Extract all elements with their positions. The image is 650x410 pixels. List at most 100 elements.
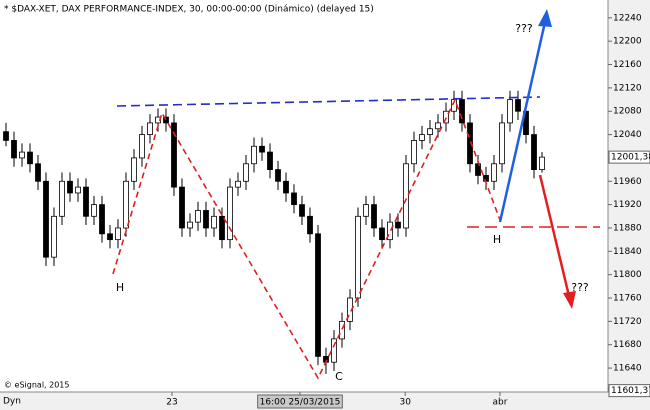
y-tick-label: 11960 [613,177,642,187]
annotation-drawings [112,9,600,380]
resistance-line [116,96,541,107]
candle-body [107,233,113,241]
x-tick-label: 30 [399,398,411,408]
candle-body [27,151,33,165]
candle-body [19,151,25,159]
candle-body [443,110,449,124]
candle-body [203,210,209,229]
candle-body [499,122,505,165]
candle-body [395,221,401,229]
y-tick-label: 11760 [613,294,642,304]
up-arrow [498,21,547,223]
candle-body [187,221,193,229]
candle-body [299,204,305,217]
candle-body [235,180,241,188]
x-tick-label: 23 [166,398,177,408]
candle-body [163,116,169,124]
candle-body [11,140,17,159]
candle-body [467,122,473,165]
candle-body [379,227,385,241]
candle-body [419,134,425,141]
candle-body [411,140,417,165]
candle-body [371,204,377,229]
candle-body [123,180,129,229]
y-tick-label: 12080 [613,107,642,117]
down-arrow [538,174,571,297]
annotation: C [335,370,343,383]
candle-body [115,227,121,241]
candle-body [83,186,89,217]
y-tick-label: 11680 [613,340,642,350]
candle-body [507,99,513,124]
y-tick-label: 11840 [613,247,642,257]
candle-body [539,156,545,171]
candle-body [243,163,249,182]
cursor-label-box [257,394,343,409]
candle-body [491,163,497,182]
y-tick-label: 11800 [613,270,642,280]
candle-body [363,204,369,217]
candle-body [275,169,281,182]
chart-title: * $DAX-XET, DAX PERFORMANCE-INDEX, 30, 0… [4,5,374,15]
candle-body [331,338,337,363]
price-label: 11601,37 [611,386,650,396]
candle-body [171,122,177,188]
candle-body [291,192,297,206]
y-tick-label: 11920 [613,200,642,210]
x-tick-label: abr [493,398,508,408]
candle-body [91,204,97,217]
candle-body [475,163,481,176]
y-tick-label: 11640 [613,364,642,374]
candle-body [459,99,465,124]
candle-body [43,180,49,258]
arrow-head [563,291,576,309]
candle-body [219,215,225,241]
candle-body [387,221,393,241]
x-tick-label: 16:00 25/03/2015 [260,398,341,408]
candle-body [227,186,233,241]
annotation: H [116,281,124,294]
y-tick-label: 12040 [613,130,642,140]
mode-label: Dyn [3,397,21,407]
candle-body [3,131,9,141]
y-tick-label: 12160 [613,60,642,70]
candle-body [531,134,537,171]
candle-body [267,151,273,171]
candle-body [435,122,441,130]
candle-body [211,215,217,229]
arrow-head [538,9,552,27]
candle-body [179,186,185,229]
candle-body [67,180,73,194]
candle-body [259,145,265,153]
y-tick-label: 12120 [613,83,642,93]
price-label-box [608,384,650,398]
y-tick-label: 12240 [613,13,642,23]
candle-body [35,163,41,182]
y-tick-label: 12200 [613,37,642,47]
candle-body [131,157,137,182]
candle-body [59,180,65,217]
candle-body [51,215,57,258]
y-tick-label: 11720 [613,317,642,327]
candle-body [139,134,145,159]
copyright: © eSignal, 2015 [4,381,69,390]
annotation: H [493,233,501,246]
candle-body [307,215,313,235]
price-label: 12001,38 [611,153,650,163]
candle-body [147,122,153,135]
plot [3,90,545,374]
y-tick-label: 11880 [613,223,642,233]
candle-body [339,320,345,340]
candle-body [251,145,257,165]
annotation: ??? [571,281,589,294]
candle-body [195,210,201,223]
candle-body [427,128,433,135]
candle-body [403,163,409,229]
candle-body [315,233,321,357]
price-label-box [608,150,650,164]
candle-body [515,99,521,112]
candle-body [355,215,361,299]
candle-body [283,180,289,194]
